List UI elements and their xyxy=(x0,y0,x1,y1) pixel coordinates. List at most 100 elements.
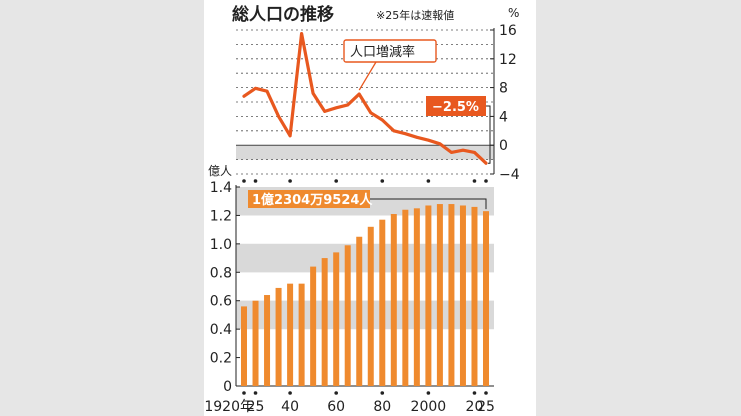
series-label: 人口増減率 xyxy=(350,44,415,60)
population-bar xyxy=(275,287,282,386)
growth-rate-point xyxy=(484,161,488,165)
line-y-tick-label: 0 xyxy=(499,138,508,154)
bar-y-tick-label: 0.6 xyxy=(210,294,232,310)
year-marker-dot xyxy=(334,179,338,183)
growth-rate-point xyxy=(323,109,327,113)
year-marker-dot xyxy=(426,179,431,183)
growth-rate-point xyxy=(254,86,257,90)
growth-rate-point xyxy=(380,118,384,122)
population-bar xyxy=(483,211,489,386)
year-marker-dot xyxy=(288,179,292,183)
series-label-leader xyxy=(358,61,377,91)
line-y-tick-label: 8 xyxy=(499,81,508,97)
population-bar xyxy=(425,205,432,386)
growth-rate-point xyxy=(473,151,476,154)
x-tick-dot xyxy=(253,391,258,395)
population-bar xyxy=(448,204,455,386)
population-bar xyxy=(379,219,386,386)
chart-svg: 総人口の推移 ※25年は速報値 % 億人 1612840−4人口増減率−2.5%… xyxy=(204,4,520,415)
population-bar xyxy=(321,258,328,386)
growth-rate-point xyxy=(415,135,419,139)
growth-rate-point xyxy=(461,148,465,152)
growth-rate-point xyxy=(334,106,338,110)
x-tick-label: 1920年 xyxy=(204,399,254,415)
x-tick-dot xyxy=(426,391,431,395)
bar-y-tick-label: 1.2 xyxy=(210,208,232,224)
x-tick-label: 20 xyxy=(466,399,484,415)
population-bar xyxy=(390,214,397,386)
line-y-unit: % xyxy=(508,6,519,20)
bar-y-tick-label: 1.0 xyxy=(210,237,232,253)
last-value-leader xyxy=(486,105,491,164)
x-tick-label: 25 xyxy=(477,399,495,415)
x-tick-label: 2000 xyxy=(411,399,447,415)
x-tick-label: 25 xyxy=(247,399,265,415)
population-bar xyxy=(356,236,363,386)
population-bar xyxy=(287,283,294,386)
line-y-tick-label: 4 xyxy=(499,109,508,125)
population-bar xyxy=(459,205,466,386)
line-y-tick-label: 12 xyxy=(499,52,517,68)
population-bar xyxy=(471,206,478,386)
bar-y-tick-label: 0.8 xyxy=(210,265,232,281)
growth-rate-point xyxy=(277,115,280,118)
population-bar xyxy=(344,245,351,386)
growth-rate-point xyxy=(450,151,453,154)
population-bar xyxy=(298,283,305,386)
growth-rate-point xyxy=(369,111,373,115)
last-value-label: −2.5% xyxy=(432,100,479,115)
growth-rate-point xyxy=(311,91,315,95)
bar-y-unit: 億人 xyxy=(208,164,232,178)
x-tick-dot xyxy=(334,391,338,395)
bar-y-tick-label: 0.2 xyxy=(210,351,232,367)
chart-note: ※25年は速報値 xyxy=(376,8,454,22)
x-tick-label: 60 xyxy=(327,399,345,415)
bar-chart: 00.20.40.60.81.01.21.41億2304万9524人1920年2… xyxy=(204,180,495,415)
population-label-box xyxy=(248,190,370,208)
growth-rate-point xyxy=(403,132,407,136)
year-marker-dot xyxy=(380,179,385,183)
chart-title: 総人口の推移 xyxy=(232,4,334,25)
population-bar xyxy=(264,295,271,386)
line-y-tick-label: −4 xyxy=(499,167,520,183)
line-band xyxy=(236,145,494,160)
growth-rate-point xyxy=(242,94,246,98)
chart-panel: 総人口の推移 ※25年は速報値 % 億人 16 12 8 4 0 −4 人口増減率 −2.5%… xyxy=(204,0,536,416)
population-bar xyxy=(402,209,409,386)
x-tick-label: 80 xyxy=(373,399,391,415)
x-tick-dot xyxy=(484,391,488,395)
population-label: 1億2304万9524人 xyxy=(252,192,373,208)
year-marker-dot xyxy=(253,179,258,183)
population-label-leader xyxy=(370,198,487,210)
year-marker-dot xyxy=(484,179,488,183)
growth-rate-point xyxy=(392,129,396,133)
population-bar xyxy=(413,208,420,386)
bar-y-tick-label: 1.4 xyxy=(210,180,232,196)
line-y-tick-label: 16 xyxy=(499,23,517,39)
population-bar xyxy=(252,300,259,386)
bar-band xyxy=(236,243,494,273)
growth-rate-point xyxy=(346,103,350,107)
year-marker-dot xyxy=(242,179,246,183)
growth-rate-point xyxy=(357,92,361,96)
year-marker-dot xyxy=(472,179,477,183)
population-bar xyxy=(436,204,443,386)
growth-rate-point xyxy=(300,32,304,35)
population-bar xyxy=(333,252,340,386)
x-tick-label: 40 xyxy=(281,399,299,415)
bar-band xyxy=(236,357,494,386)
growth-rate-line xyxy=(242,31,488,165)
population-bar xyxy=(310,266,317,386)
population-bar xyxy=(241,306,247,386)
series-label-box xyxy=(343,39,437,63)
x-tick-dot xyxy=(472,391,477,395)
last-value-box xyxy=(426,96,486,116)
growth-rate-point xyxy=(288,134,292,138)
x-tick-dot xyxy=(242,391,246,395)
x-tick-dot xyxy=(380,391,385,395)
line-chart: 16 12 8 4 0 −4 人口増減率 −2.5% xyxy=(236,23,520,183)
bar-y-tick-label: 0.4 xyxy=(210,322,232,338)
population-bar xyxy=(367,226,374,386)
bar-y-tick-label: 0 xyxy=(223,379,232,395)
growth-rate-point xyxy=(438,142,442,146)
